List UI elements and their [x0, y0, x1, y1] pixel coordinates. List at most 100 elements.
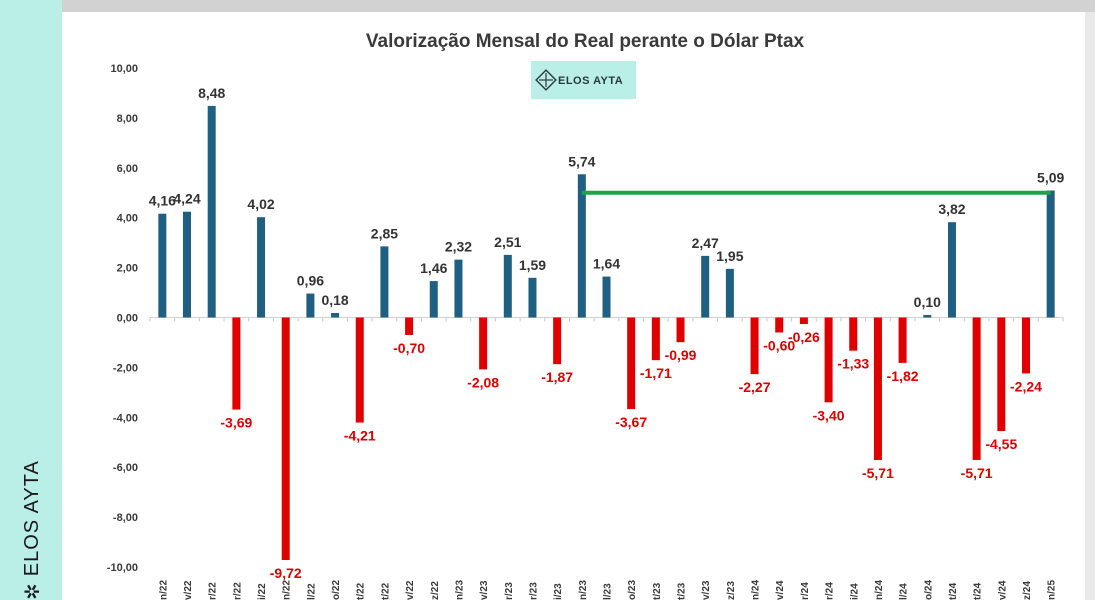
- x-tick-label: r/24: [825, 582, 836, 600]
- data-label: 0,18: [321, 292, 348, 308]
- data-label: 1,59: [519, 257, 546, 273]
- chart-title: Valorização Mensal do Real perante o Dól…: [366, 31, 805, 52]
- bar: [676, 317, 685, 343]
- y-tick-label: 0,00: [117, 313, 138, 325]
- x-tick-label: t/23: [677, 582, 688, 600]
- data-label: 5,74: [568, 153, 595, 169]
- bar: [281, 317, 290, 561]
- x-tick-label: v/22: [405, 580, 416, 600]
- data-label: 4,02: [247, 196, 274, 212]
- bar: [627, 317, 636, 410]
- x-tick-label: i/22: [257, 583, 268, 600]
- x-tick-label: r/24: [800, 582, 811, 600]
- data-label: -3,67: [615, 414, 647, 430]
- bar: [898, 317, 907, 363]
- bar: [380, 246, 389, 318]
- x-tick-label: r/22: [232, 582, 243, 600]
- data-label: 4,24: [173, 191, 200, 207]
- x-tick-label: n/22: [282, 580, 293, 600]
- bar: [997, 317, 1006, 432]
- data-label: 8,48: [198, 85, 225, 101]
- x-tick-label: v/22: [183, 580, 194, 600]
- y-tick-label: 4,00: [117, 213, 138, 225]
- bar: [775, 317, 784, 333]
- x-tick-label: n/24: [751, 580, 762, 600]
- bar: [750, 317, 759, 375]
- y-tick-label: -10,00: [107, 562, 138, 574]
- x-tick-label: n/23: [454, 580, 465, 600]
- y-tick-label: 6,00: [117, 163, 138, 175]
- x-tick-label: v/23: [479, 580, 490, 600]
- data-label: 4,16: [149, 193, 176, 209]
- data-label: -1,87: [541, 369, 573, 385]
- x-tick-label: n/25: [1047, 580, 1058, 600]
- data-label: -3,69: [220, 415, 252, 431]
- x-tick-label: r/22: [208, 582, 219, 600]
- y-tick-label: 10,00: [110, 63, 138, 75]
- x-tick-label: t/24: [973, 582, 984, 600]
- bar: [577, 174, 586, 318]
- bar: [454, 259, 463, 318]
- data-label: 1,64: [593, 256, 620, 272]
- left-brand-band: [0, 0, 62, 600]
- y-tick-label: -2,00: [113, 362, 138, 374]
- bar: [331, 313, 340, 318]
- bar: [923, 315, 932, 318]
- data-label: -0,70: [393, 340, 425, 356]
- data-label: -2,24: [1010, 378, 1042, 394]
- x-tick-label: z/23: [726, 581, 737, 600]
- x-tick-label: n/24: [874, 580, 885, 600]
- top-bar: [62, 0, 1095, 12]
- bar: [207, 105, 216, 318]
- data-label: -0,26: [788, 329, 820, 345]
- x-tick-label: r/23: [504, 582, 515, 600]
- bar: [849, 317, 858, 351]
- x-tick-label: z/22: [430, 581, 441, 600]
- bar: [158, 213, 167, 318]
- y-tick-label: -4,00: [113, 412, 138, 424]
- x-tick-label: t/23: [652, 582, 663, 600]
- bar: [701, 255, 710, 318]
- data-label: -1,82: [887, 368, 919, 384]
- data-label: 2,47: [692, 235, 719, 251]
- data-label: 5,09: [1037, 170, 1064, 186]
- x-tick-label: i/23: [553, 583, 564, 600]
- data-label: 1,95: [716, 248, 743, 264]
- x-tick-label: n/22: [158, 580, 169, 600]
- x-tick-label: r/23: [528, 582, 539, 600]
- data-labels: 4,164,24 8,48 -3,69 4,02 -9,72 0,96 0,18 -4,21 2…: [149, 85, 1065, 581]
- x-tick-label: z/24: [1022, 581, 1033, 600]
- data-label: 2,85: [371, 225, 398, 241]
- badge-logo-icon: [535, 69, 557, 91]
- bar: [355, 317, 364, 423]
- data-label: -2,08: [467, 374, 499, 390]
- bar: [183, 211, 192, 318]
- brand-badge-label: ELOS AYTA: [558, 75, 623, 87]
- y-tick-label: -8,00: [113, 512, 138, 524]
- y-tick-label: 2,00: [117, 263, 138, 275]
- bar: [1046, 190, 1055, 318]
- x-tick-label: v/24: [997, 580, 1008, 600]
- x-tick-label: i/24: [849, 583, 860, 600]
- data-label: 2,32: [445, 239, 472, 255]
- bar: [405, 317, 414, 335]
- bar: [528, 277, 537, 318]
- bars: [158, 105, 1055, 561]
- bar: [824, 317, 833, 403]
- data-label: -1,33: [837, 356, 869, 372]
- bar: [257, 217, 266, 318]
- right-scroll-edge: [1085, 12, 1095, 600]
- bar: [553, 317, 562, 365]
- x-axis: n/22 v/22 r/22 r/22 i/22 n/22 l/22 o/22 t/22 t/22…: [158, 580, 1057, 600]
- data-label: -5,71: [961, 465, 993, 481]
- data-label: -9,72: [270, 565, 302, 581]
- x-tick-label: n/23: [578, 580, 589, 600]
- data-label: 0,96: [297, 273, 324, 289]
- data-label: -0,99: [665, 347, 697, 363]
- y-axis: 10,00 8,00 6,00 4,00 2,00 0,00 -2,00 -4,00 -6,00…: [107, 63, 1064, 574]
- x-tick-label: t/24: [948, 582, 959, 600]
- bar: [873, 317, 882, 460]
- x-tick-label: t/22: [380, 582, 391, 600]
- data-label: -4,55: [985, 436, 1017, 452]
- bar: [972, 317, 981, 460]
